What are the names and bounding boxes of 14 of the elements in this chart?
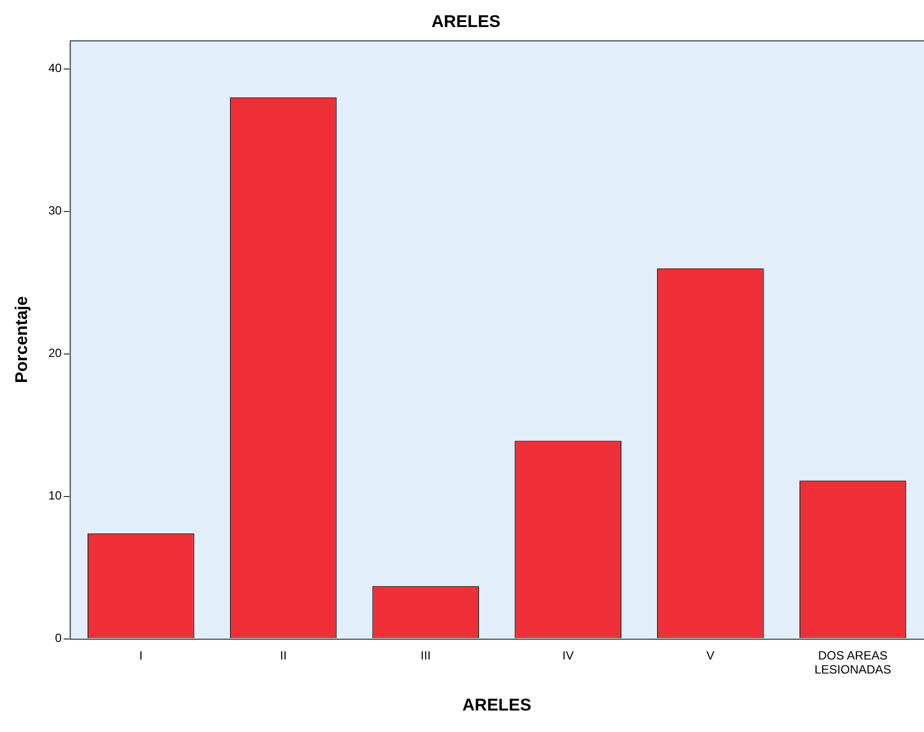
x-tick-label: IV [562, 648, 574, 662]
chart-title: ARELES [432, 12, 500, 31]
y-tick-label: 20 [48, 346, 62, 360]
y-tick-label: 10 [48, 488, 62, 503]
y-tick-label: 40 [48, 61, 62, 76]
x-tick-label: II [280, 648, 287, 662]
x-tick-label: DOS AREAS LESIONADAS [814, 648, 892, 677]
y-tick-label: 0 [55, 631, 62, 646]
x-axis-title: ARELES [462, 695, 532, 714]
x-tick-label: I [139, 648, 143, 662]
y-tick-label: 30 [48, 204, 62, 218]
x-tick-label: V [706, 648, 714, 662]
y-axis-title: Porcentaje [12, 296, 31, 384]
x-tick-label: III [420, 648, 431, 662]
